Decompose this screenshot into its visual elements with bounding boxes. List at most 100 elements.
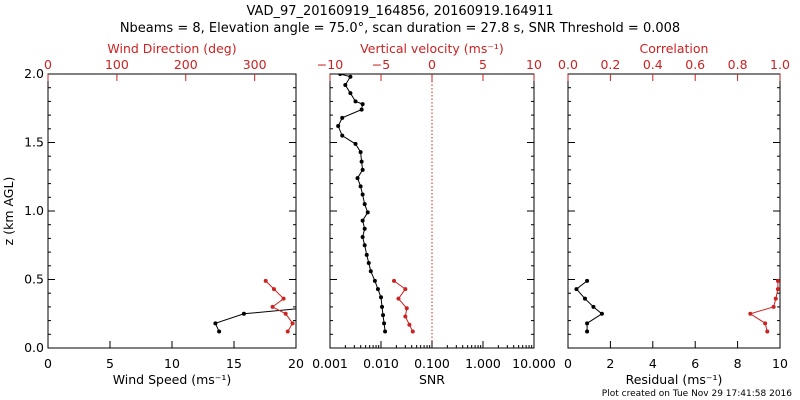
data-point	[366, 261, 371, 266]
data-point	[410, 329, 415, 334]
data-point	[392, 278, 397, 283]
data-point	[300, 306, 304, 310]
plot-frame-wind	[47, 73, 297, 349]
data-point	[263, 278, 268, 283]
data-point	[241, 311, 246, 316]
data-point	[285, 329, 290, 334]
x-tick-label: 0.010	[363, 356, 399, 371]
data-point	[585, 278, 590, 283]
plot-frame-residual	[567, 73, 781, 349]
x-tick-label: 20	[288, 356, 304, 371]
x2-tick-label: 0	[428, 57, 436, 72]
series-vertical-1	[392, 278, 415, 334]
data-point	[362, 202, 367, 207]
x-tick-label: 6	[691, 356, 699, 371]
data-point	[355, 176, 360, 181]
data-point	[404, 306, 409, 311]
x2-tick-label: 0.2	[600, 57, 620, 72]
data-point	[217, 329, 222, 334]
plot-created-footer: Plot created on Tue Nov 29 17:41:58 2016	[602, 389, 792, 399]
data-point	[585, 329, 590, 334]
x2-tick-label: 0	[44, 57, 52, 72]
x-tick-label: 0	[44, 356, 52, 371]
y-tick-label: 0.5	[24, 272, 44, 287]
y-tick-label: 0.0	[24, 340, 44, 355]
x2-axis-label: Vertical velocity (ms⁻¹)	[360, 41, 504, 56]
data-point	[765, 329, 770, 334]
x-tick-label: 2	[606, 356, 614, 371]
x2-tick-label: −10	[317, 57, 343, 72]
series-vertical-0	[336, 74, 388, 334]
data-point	[407, 322, 412, 327]
x-tick-label: 1.000	[465, 356, 501, 371]
data-point	[582, 296, 587, 301]
data-point	[360, 192, 365, 197]
data-point	[396, 296, 401, 301]
x-tick-label: 15	[226, 356, 242, 371]
data-point	[362, 243, 367, 248]
data-point	[283, 311, 288, 316]
x-tick-label: 0.100	[414, 356, 450, 371]
y-tick-label: 1.0	[24, 203, 44, 218]
x2-tick-label: 100	[105, 57, 129, 72]
data-point	[359, 107, 364, 112]
x2-tick-label: 0.4	[643, 57, 663, 72]
data-point	[375, 287, 380, 292]
x-tick-label: 5	[106, 356, 114, 371]
data-point	[591, 304, 596, 309]
series-line	[265, 280, 294, 332]
series-wind-0	[213, 306, 304, 334]
data-point	[775, 278, 780, 283]
data-point	[773, 296, 778, 301]
x-tick-label: 0	[564, 356, 572, 371]
x-axis-label: Wind Speed (ms⁻¹)	[113, 372, 232, 387]
data-point	[748, 311, 753, 316]
x2-tick-label: −5	[372, 57, 390, 72]
x-tick-label: 10	[772, 356, 788, 371]
data-point	[340, 133, 345, 138]
figure-subtitle: Nbeams = 8, Elevation angle = 75.0°, sca…	[120, 21, 680, 36]
data-point	[403, 287, 408, 292]
x2-tick-label: 1.0	[770, 57, 790, 72]
data-point	[290, 321, 295, 326]
x2-tick-label: 300	[243, 57, 267, 72]
y-tick-label: 2.0	[24, 66, 44, 81]
data-point	[340, 115, 345, 120]
data-point	[271, 287, 276, 292]
data-point	[365, 210, 370, 215]
data-point	[372, 278, 377, 283]
x-tick-label: 8	[734, 356, 742, 371]
series-line	[214, 308, 296, 332]
figure-title: VAD_97_20160919_164856, 20160919.164911	[247, 4, 554, 19]
series-line	[575, 280, 603, 332]
data-point	[383, 329, 388, 334]
x-tick-label: 10	[164, 356, 180, 371]
data-point	[599, 311, 604, 316]
x2-tick-label: 200	[174, 57, 198, 72]
panel-residual: 0 2 4 6 8 10 Residual (ms⁻¹) 0.0 0.2 0.4 0.6 0.8 1.0…	[558, 41, 790, 387]
data-point	[358, 184, 363, 189]
series-wind-1	[263, 278, 295, 334]
data-point	[574, 287, 579, 292]
x-tick-label: 4	[649, 356, 657, 371]
data-point	[360, 218, 365, 223]
data-point	[368, 269, 373, 274]
x-axis-label: SNR	[419, 372, 445, 387]
x-tick-label: 10.000	[512, 356, 556, 371]
data-point	[382, 321, 387, 326]
data-point	[364, 252, 369, 257]
data-point	[362, 226, 367, 231]
series-residual-0	[574, 278, 604, 334]
x2-tick-label: 0.6	[685, 57, 705, 72]
data-point	[360, 102, 365, 107]
x2-tick-label: 5	[479, 57, 487, 72]
data-point	[213, 321, 218, 326]
data-point	[358, 150, 363, 155]
data-point	[585, 321, 590, 326]
data-point	[403, 314, 408, 319]
y-axis-label: z (km AGL)	[1, 177, 16, 246]
x2-axis-label: Wind Direction (deg)	[107, 41, 236, 56]
data-point	[359, 159, 364, 164]
